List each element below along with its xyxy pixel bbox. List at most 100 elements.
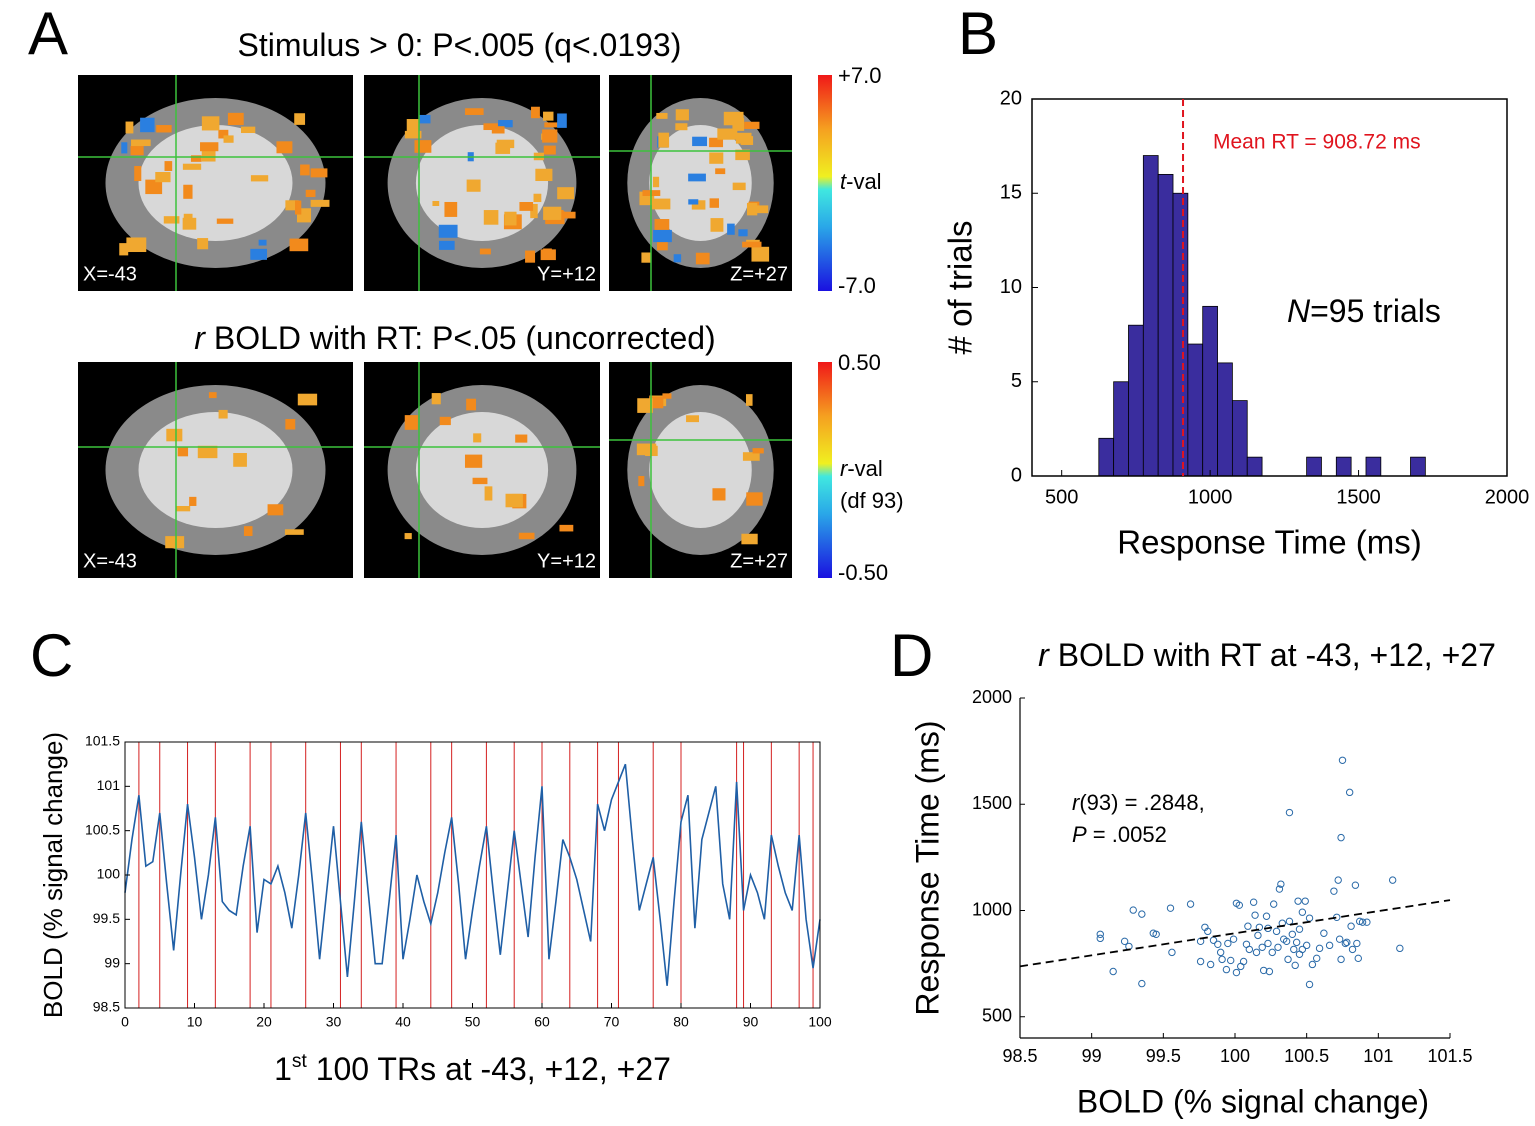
activation-blob	[483, 123, 498, 131]
scatter-point	[1320, 929, 1328, 937]
scatter-point	[1298, 908, 1307, 916]
activation-blob	[197, 238, 209, 250]
brain-map-title-part: BOLD with RT: P<.05 (uncorrected)	[205, 320, 716, 356]
y-axis-label: BOLD (% signal change)	[38, 732, 68, 1018]
histogram-bar	[1157, 173, 1174, 477]
scatter-point	[1224, 939, 1232, 948]
scatter-point	[1345, 788, 1354, 797]
x-tick-label: 70	[604, 1014, 620, 1030]
y-tick-label: 10	[1000, 276, 1022, 298]
x-axis-label: 1st 100 TRs at -43, +12, +27	[274, 1051, 671, 1088]
brain-white-matter	[649, 125, 752, 241]
scatter-point	[1305, 914, 1314, 922]
scatter-point	[1305, 980, 1314, 989]
annotation-part: = .0052	[1087, 822, 1167, 847]
scatter-point	[1265, 967, 1274, 976]
scatter-point	[1330, 887, 1338, 895]
activation-blob	[472, 477, 488, 485]
activation-blob	[183, 184, 193, 199]
activation-blob	[559, 524, 574, 532]
scatter-point	[1206, 960, 1215, 969]
activation-blob	[438, 224, 458, 238]
activation-blob	[751, 246, 770, 262]
scatter-point	[1292, 938, 1301, 947]
scatter-point	[1096, 930, 1104, 938]
annotation-part: =95 trials	[1310, 293, 1441, 329]
activation-blob	[498, 120, 513, 128]
x-axis-label-part: st	[292, 1051, 308, 1072]
x-axis-label: BOLD (% signal change)	[1077, 1083, 1429, 1119]
activation-blob	[543, 248, 552, 254]
activation-blob	[125, 121, 134, 134]
activation-blob	[134, 166, 142, 181]
y-tick-label: 101	[97, 777, 121, 793]
activation-blob	[712, 488, 726, 501]
activation-blob	[483, 210, 499, 225]
x-tick-label: 10	[187, 1014, 203, 1030]
activation-blob	[419, 114, 431, 124]
histogram-bar	[1335, 456, 1352, 477]
activation-blob	[717, 128, 738, 140]
histogram-bar	[1365, 456, 1382, 477]
scatter-point	[1168, 948, 1176, 957]
activation-blob	[505, 493, 523, 508]
activation-blob	[738, 229, 748, 237]
scatter-point	[1285, 917, 1294, 926]
activation-blob	[688, 173, 706, 182]
brain-white-matter	[649, 412, 752, 528]
scatter-point	[1396, 944, 1404, 953]
scatter-point	[1216, 948, 1225, 957]
activation-blob	[746, 492, 763, 506]
annotation: r(93) = .2848,	[1072, 790, 1205, 815]
annotation-part: (93) = .2848,	[1079, 790, 1204, 815]
scatter-point	[1353, 939, 1361, 948]
scatter-point	[1282, 937, 1291, 946]
activation-blob	[243, 526, 253, 536]
activation-blob	[531, 106, 540, 119]
activation-blob	[465, 108, 484, 115]
activation-blob	[709, 198, 719, 208]
activation-blob	[540, 249, 556, 261]
scatter-point	[1294, 897, 1302, 905]
x-tick-label: 1000	[1188, 486, 1233, 508]
scatter-point	[1218, 955, 1226, 964]
histogram-bar	[1217, 362, 1233, 477]
brain-map-title-part: r	[194, 320, 206, 356]
x-tick-label: 100	[808, 1014, 832, 1030]
activation-blob	[675, 109, 689, 121]
activation-blob	[692, 136, 708, 147]
scatter-point	[1356, 917, 1364, 926]
x-tick-label: 100	[1220, 1046, 1250, 1066]
scatter-point	[1354, 954, 1362, 963]
activation-blob	[432, 200, 440, 207]
activation-blob	[473, 433, 482, 443]
scatter-point	[1125, 942, 1133, 951]
scatter-point	[1291, 961, 1299, 970]
scatter-point	[1259, 966, 1268, 975]
colorbar-label-part: t	[840, 169, 847, 194]
activation-blob	[709, 152, 724, 164]
histogram-bar	[1246, 456, 1263, 477]
activation-blob	[297, 393, 318, 406]
scatter-point	[1335, 935, 1344, 943]
x-tick-label: 40	[395, 1014, 411, 1030]
activation-blob	[216, 218, 234, 224]
activation-blob	[218, 409, 228, 419]
scatter-point	[1152, 930, 1160, 938]
scatter-point	[1204, 927, 1212, 936]
activation-blob	[250, 248, 267, 260]
activation-blob	[542, 129, 558, 143]
brain-white-matter	[138, 125, 293, 241]
activation-blob	[258, 239, 267, 246]
slice-coordinate: Y=+12	[537, 263, 596, 285]
plot-frame	[124, 741, 821, 1009]
activation-blob	[233, 453, 247, 467]
activation-blob	[240, 126, 256, 134]
activation-blob	[182, 163, 202, 170]
activation-blob	[163, 216, 180, 224]
activation-blob	[744, 121, 760, 129]
slice-coordinate: Z=+27	[730, 263, 788, 285]
activation-blob	[491, 126, 505, 134]
activation-blob	[673, 254, 682, 263]
activation-blob	[223, 135, 234, 143]
